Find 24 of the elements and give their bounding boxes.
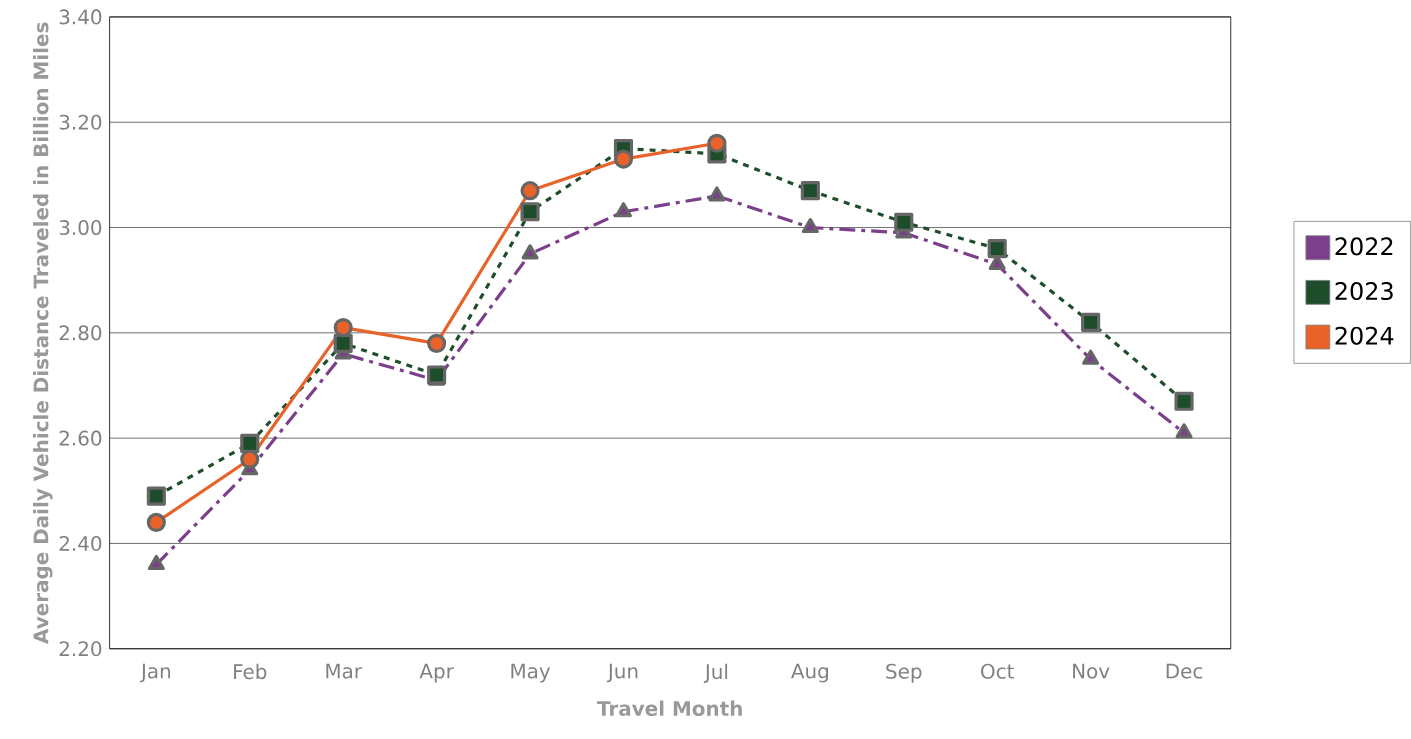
legend-label: 2023	[1335, 281, 1393, 300]
x-tick-label: May	[511, 663, 551, 683]
x-tick-label: Feb	[234, 663, 267, 679]
x-tick-label: Oct	[981, 663, 1014, 679]
y-tick-label: 2.80	[59, 325, 102, 341]
x-tick-label: Jun	[606, 663, 638, 683]
y-tick-label: 2.60	[59, 430, 102, 446]
legend-label: 2024	[1335, 326, 1394, 345]
y-tick-label: 3.00	[59, 219, 102, 235]
x-tick-label: Dec	[1166, 663, 1203, 679]
legend-label: 2022	[1335, 237, 1393, 256]
x-tick-label: Aug	[791, 663, 828, 683]
y-tick-label: 3.20	[59, 114, 102, 130]
x-axis-title: Travel Month	[597, 700, 742, 716]
x-tick-label: Nov	[1073, 663, 1110, 679]
y-tick-label: 3.40	[59, 9, 102, 25]
x-tick-label: Jan	[139, 663, 171, 683]
x-tick-label: Apr	[419, 663, 454, 683]
y-axis-title: Average Daily Vehicle Distance Traveled in Billion Miles	[33, 22, 53, 644]
y-tick-label: 2.20	[59, 640, 102, 657]
y-tick-label: 2.40	[59, 535, 102, 551]
x-tick-label: Mar	[326, 663, 362, 679]
x-tick-label: Jul	[703, 663, 728, 683]
x-tick-label: Sep	[886, 663, 922, 683]
